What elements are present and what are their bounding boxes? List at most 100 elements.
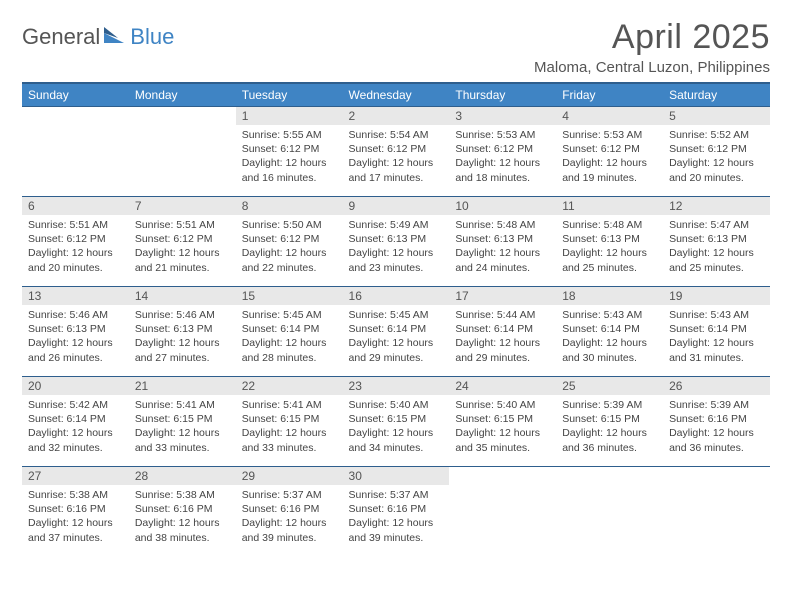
logo-text-blue: Blue — [130, 24, 174, 50]
day-number: 22 — [236, 377, 343, 395]
sunset-label: Sunset: — [135, 413, 171, 425]
calendar-day-cell: 10Sunrise: 5:48 AMSunset: 6:13 PMDayligh… — [449, 197, 556, 287]
sunrise-label: Sunrise: — [242, 399, 281, 411]
sunset-label: Sunset: — [28, 413, 64, 425]
sunset-label: Sunset: — [669, 323, 705, 335]
sunrise-label: Sunrise: — [669, 399, 708, 411]
daylight-label: Daylight: — [242, 157, 283, 169]
day-body: Sunrise: 5:39 AMSunset: 6:16 PMDaylight:… — [663, 395, 770, 459]
calendar-day-cell: 8Sunrise: 5:50 AMSunset: 6:12 PMDaylight… — [236, 197, 343, 287]
sunset-value: 6:15 PM — [494, 413, 533, 425]
sunset-value: 6:12 PM — [494, 143, 533, 155]
sunrise-value: 5:53 AM — [497, 129, 536, 141]
sunrise-label: Sunrise: — [455, 129, 494, 141]
calendar-day-cell — [129, 107, 236, 197]
day-number: 29 — [236, 467, 343, 485]
sunset-value: 6:12 PM — [67, 233, 106, 245]
day-body: Sunrise: 5:50 AMSunset: 6:12 PMDaylight:… — [236, 215, 343, 279]
sunrise-value: 5:55 AM — [283, 129, 322, 141]
sunrise-label: Sunrise: — [455, 219, 494, 231]
day-number: 23 — [343, 377, 450, 395]
sunrise-label: Sunrise: — [242, 129, 281, 141]
calendar-day-cell: 12Sunrise: 5:47 AMSunset: 6:13 PMDayligh… — [663, 197, 770, 287]
day-body: Sunrise: 5:41 AMSunset: 6:15 PMDaylight:… — [129, 395, 236, 459]
calendar-day-cell: 30Sunrise: 5:37 AMSunset: 6:16 PMDayligh… — [343, 467, 450, 557]
sunrise-value: 5:40 AM — [497, 399, 536, 411]
daylight-label: Daylight: — [562, 427, 603, 439]
day-body: Sunrise: 5:42 AMSunset: 6:14 PMDaylight:… — [22, 395, 129, 459]
day-number: 14 — [129, 287, 236, 305]
sunset-value: 6:14 PM — [494, 323, 533, 335]
day-number: 18 — [556, 287, 663, 305]
location-text: Maloma, Central Luzon, Philippines — [534, 59, 770, 76]
sunrise-value: 5:53 AM — [604, 129, 643, 141]
day-number: 19 — [663, 287, 770, 305]
day-body: Sunrise: 5:38 AMSunset: 6:16 PMDaylight:… — [129, 485, 236, 549]
sunset-label: Sunset: — [135, 233, 171, 245]
day-number: 17 — [449, 287, 556, 305]
day-number: 1 — [236, 107, 343, 125]
sunset-value: 6:13 PM — [387, 233, 426, 245]
calendar-day-cell: 27Sunrise: 5:38 AMSunset: 6:16 PMDayligh… — [22, 467, 129, 557]
daylight-label: Daylight: — [28, 517, 69, 529]
sunset-label: Sunset: — [135, 323, 171, 335]
day-body: Sunrise: 5:52 AMSunset: 6:12 PMDaylight:… — [663, 125, 770, 189]
day-number: 24 — [449, 377, 556, 395]
day-number: 4 — [556, 107, 663, 125]
sunrise-label: Sunrise: — [135, 219, 174, 231]
sunset-value: 6:13 PM — [67, 323, 106, 335]
sunrise-label: Sunrise: — [455, 309, 494, 321]
day-number: 8 — [236, 197, 343, 215]
sunset-value: 6:13 PM — [494, 233, 533, 245]
day-body: Sunrise: 5:37 AMSunset: 6:16 PMDaylight:… — [343, 485, 450, 549]
sunrise-value: 5:47 AM — [711, 219, 750, 231]
calendar-day-cell: 9Sunrise: 5:49 AMSunset: 6:13 PMDaylight… — [343, 197, 450, 287]
sunrise-value: 5:50 AM — [283, 219, 322, 231]
sunrise-value: 5:37 AM — [390, 489, 429, 501]
day-body: Sunrise: 5:48 AMSunset: 6:13 PMDaylight:… — [449, 215, 556, 279]
sunrise-label: Sunrise: — [669, 219, 708, 231]
sunset-label: Sunset: — [242, 233, 278, 245]
calendar-day-cell: 11Sunrise: 5:48 AMSunset: 6:13 PMDayligh… — [556, 197, 663, 287]
calendar-day-cell: 3Sunrise: 5:53 AMSunset: 6:12 PMDaylight… — [449, 107, 556, 197]
header: General Blue April 2025 Maloma, Central … — [22, 18, 770, 76]
logo-flag-icon — [104, 27, 126, 48]
sunrise-value: 5:45 AM — [283, 309, 322, 321]
calendar-day-cell: 5Sunrise: 5:52 AMSunset: 6:12 PMDaylight… — [663, 107, 770, 197]
sunrise-label: Sunrise: — [242, 219, 281, 231]
daylight-label: Daylight: — [455, 427, 496, 439]
calendar-day-cell — [556, 467, 663, 557]
sunset-value: 6:12 PM — [280, 143, 319, 155]
sunrise-value: 5:43 AM — [604, 309, 643, 321]
sunrise-value: 5:38 AM — [176, 489, 215, 501]
col-thursday: Thursday — [449, 83, 556, 107]
sunset-label: Sunset: — [28, 323, 64, 335]
day-number: 20 — [22, 377, 129, 395]
calendar-day-cell: 18Sunrise: 5:43 AMSunset: 6:14 PMDayligh… — [556, 287, 663, 377]
calendar-day-cell: 21Sunrise: 5:41 AMSunset: 6:15 PMDayligh… — [129, 377, 236, 467]
sunset-value: 6:16 PM — [708, 413, 747, 425]
sunset-value: 6:15 PM — [601, 413, 640, 425]
sunset-label: Sunset: — [455, 323, 491, 335]
sunrise-label: Sunrise: — [135, 399, 174, 411]
day-body: Sunrise: 5:44 AMSunset: 6:14 PMDaylight:… — [449, 305, 556, 369]
sunset-value: 6:13 PM — [173, 323, 212, 335]
calendar-table: Sunday Monday Tuesday Wednesday Thursday… — [22, 82, 770, 557]
col-friday: Friday — [556, 83, 663, 107]
sunrise-value: 5:46 AM — [69, 309, 108, 321]
sunset-label: Sunset: — [455, 413, 491, 425]
daylight-label: Daylight: — [669, 157, 710, 169]
daylight-label: Daylight: — [562, 247, 603, 259]
day-body: Sunrise: 5:40 AMSunset: 6:15 PMDaylight:… — [343, 395, 450, 459]
sunrise-label: Sunrise: — [135, 489, 174, 501]
daylight-label: Daylight: — [349, 427, 390, 439]
daylight-label: Daylight: — [455, 157, 496, 169]
daylight-label: Daylight: — [242, 517, 283, 529]
calendar-day-cell — [663, 467, 770, 557]
day-number: 7 — [129, 197, 236, 215]
sunset-label: Sunset: — [349, 413, 385, 425]
daylight-label: Daylight: — [242, 337, 283, 349]
day-body: Sunrise: 5:46 AMSunset: 6:13 PMDaylight:… — [22, 305, 129, 369]
calendar-day-cell: 23Sunrise: 5:40 AMSunset: 6:15 PMDayligh… — [343, 377, 450, 467]
sunrise-label: Sunrise: — [562, 309, 601, 321]
